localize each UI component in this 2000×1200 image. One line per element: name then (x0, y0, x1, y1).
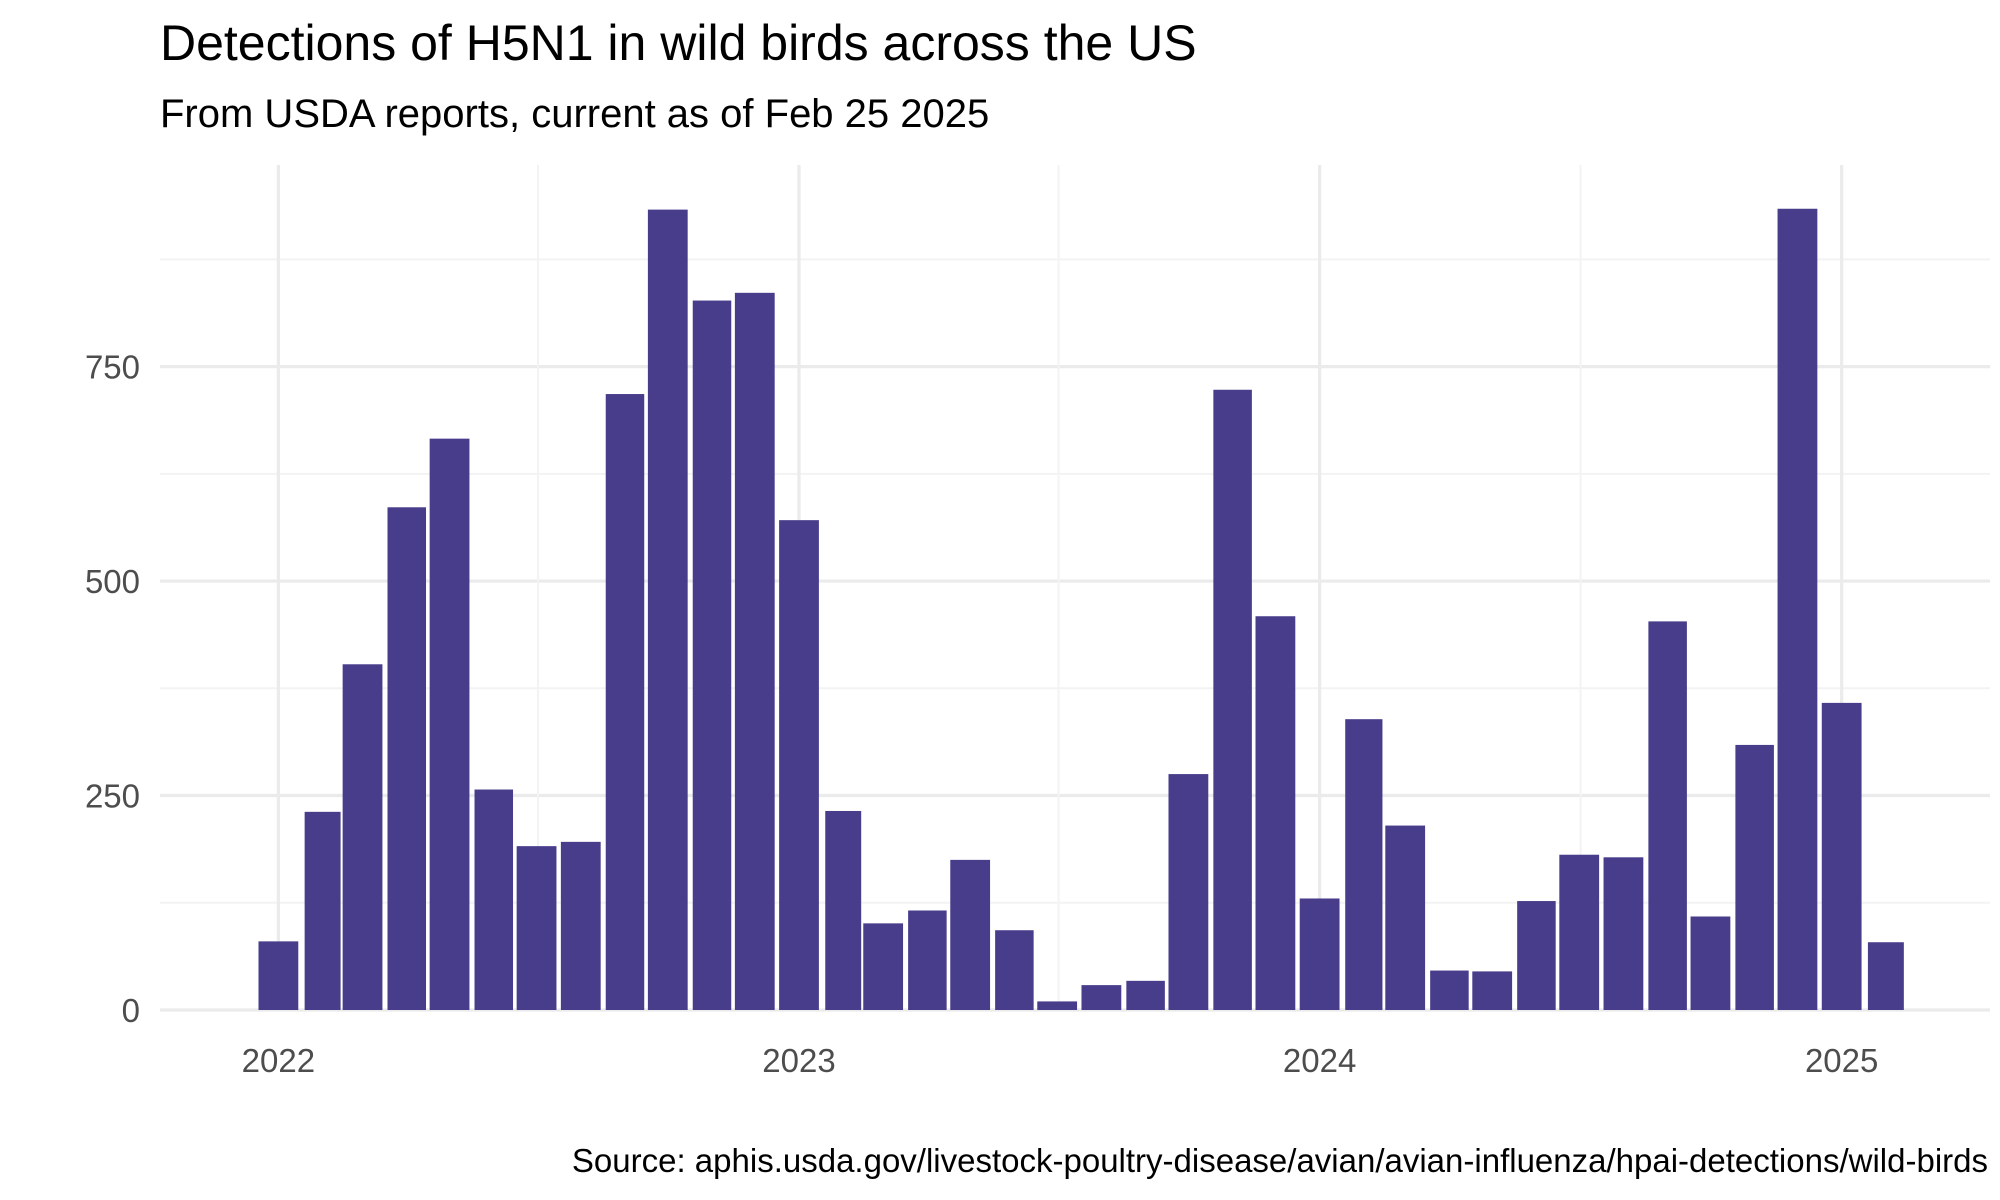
bar-2022-04 (387, 507, 427, 1010)
x-tick-label: 2024 (1283, 1042, 1356, 1079)
bar-2023-10 (1168, 774, 1209, 1010)
bar-2022-05 (429, 438, 470, 1010)
y-tick-label: 500 (85, 563, 140, 600)
bar-2022-06 (474, 789, 514, 1010)
bar-2024-09 (1648, 621, 1687, 1010)
bar-2022-02 (304, 811, 341, 1010)
bar-2022-11 (692, 300, 732, 1010)
bar-2023-03 (863, 923, 904, 1010)
bar-2023-09 (1126, 980, 1165, 1010)
bar-2023-01 (779, 520, 819, 1010)
bar-2025-02 (1867, 942, 1904, 1010)
bar-2023-11 (1213, 389, 1252, 1010)
bar-2023-08 (1081, 985, 1122, 1010)
bar-2023-06 (995, 930, 1034, 1010)
bar-2022-01 (258, 941, 299, 1010)
bar-2024-03 (1385, 825, 1426, 1010)
x-axis-ticks: 2022 2023 2024 2025 (242, 1042, 1879, 1079)
x-tick-label: 2025 (1805, 1042, 1878, 1079)
bar-2024-06 (1517, 901, 1556, 1010)
bar-2023-12 (1255, 616, 1296, 1010)
bar-2022-12 (734, 292, 775, 1010)
y-tick-label: 250 (85, 778, 140, 815)
bar-2024-04 (1430, 970, 1469, 1010)
bar-2024-05 (1472, 971, 1513, 1010)
bar-2024-01 (1299, 898, 1340, 1010)
bar-2024-11 (1735, 744, 1774, 1010)
bars (258, 208, 1904, 1010)
bar-2023-02 (825, 810, 862, 1010)
bar-2024-10 (1690, 916, 1731, 1010)
bar-2023-05 (950, 859, 991, 1010)
source-caption: Source: aphis.usda.gov/livestock-poultry… (571, 1142, 1988, 1179)
bar-2023-07 (1037, 1001, 1078, 1010)
bar-2024-08 (1603, 857, 1644, 1010)
bar-2025-01 (1821, 702, 1862, 1010)
bar-2024-02 (1345, 719, 1383, 1010)
y-axis-ticks: 0 250 500 750 (85, 349, 140, 1029)
bar-2024-12 (1777, 208, 1818, 1010)
bar-2023-04 (908, 910, 947, 1010)
bar-2022-10 (647, 209, 688, 1010)
y-tick-label: 750 (85, 349, 140, 386)
x-tick-label: 2023 (762, 1042, 835, 1079)
bar-2024-07 (1559, 854, 1600, 1010)
chart-subtitle: From USDA reports, current as of Feb 25 … (160, 92, 990, 136)
bar-2022-09 (605, 394, 645, 1010)
bar-2022-07 (516, 846, 557, 1010)
chart-title: Detections of H5N1 in wild birds across … (160, 15, 1197, 71)
x-tick-label: 2022 (242, 1042, 315, 1079)
bar-2022-03 (342, 664, 383, 1010)
y-tick-label: 0 (122, 992, 140, 1029)
bar-2022-08 (560, 841, 601, 1010)
